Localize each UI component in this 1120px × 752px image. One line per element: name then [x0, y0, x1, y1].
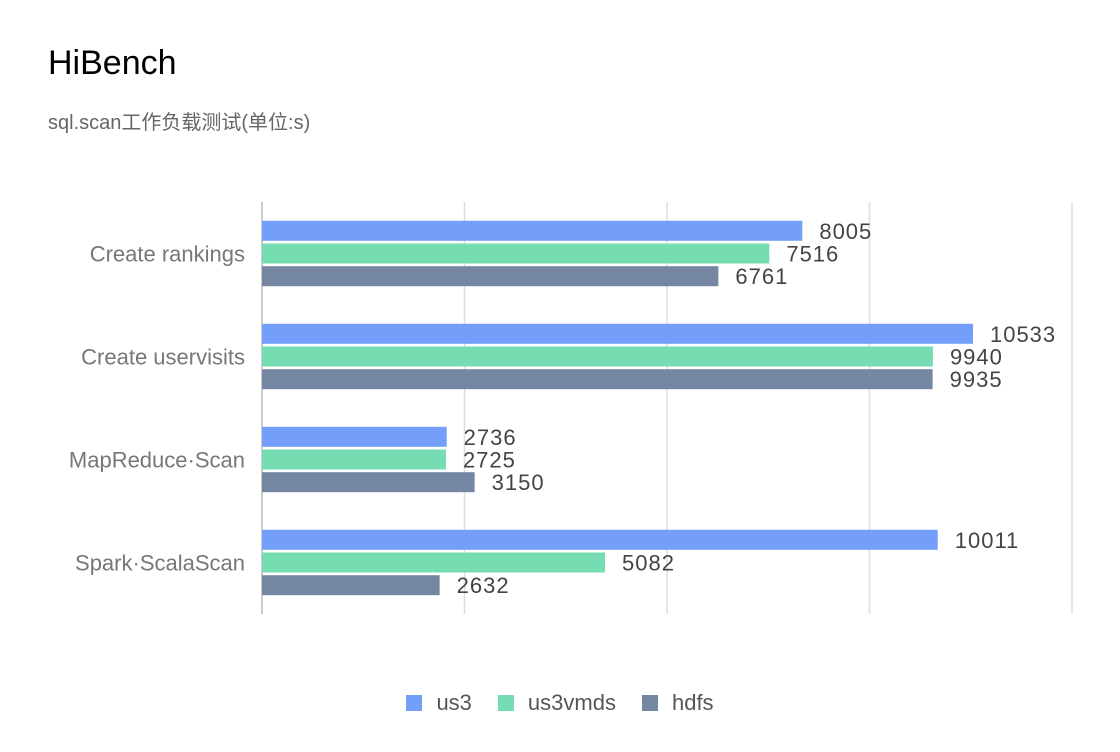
chart-legend: us3 us3vmds hdfs: [0, 690, 1120, 716]
data-label: 10011: [955, 528, 1020, 553]
bar-us3vmds[interactable]: [262, 243, 770, 264]
data-label: 2632: [457, 573, 510, 598]
bar-hdfs[interactable]: [262, 575, 440, 596]
bar-us3vmds[interactable]: [262, 552, 606, 573]
category-label: Create uservisits: [81, 345, 245, 370]
legend-label: hdfs: [671, 690, 714, 715]
chart-title: HiBench: [48, 44, 177, 82]
bar-us3vmds[interactable]: [262, 449, 446, 470]
data-label: 9935: [950, 367, 1003, 392]
bar-hdfs[interactable]: [262, 472, 475, 493]
bar-us3vmds[interactable]: [262, 346, 933, 367]
category-label: Create rankings: [90, 242, 245, 267]
category-label: Spark·ScalaScan: [75, 551, 245, 576]
category-label: MapReduce·Scan: [69, 448, 245, 473]
data-label: 2725: [463, 448, 516, 473]
data-label: 2736: [464, 425, 517, 450]
legend-swatch: [497, 695, 514, 711]
data-label: 6761: [735, 264, 788, 289]
legend-label: us3: [436, 690, 472, 715]
data-label: 8005: [819, 219, 872, 244]
data-label: 7516: [786, 242, 839, 267]
legend-item-us3[interactable]: us3: [406, 690, 472, 716]
data-label: 9940: [950, 345, 1003, 370]
legend-item-us3vmds[interactable]: us3vmds: [497, 690, 616, 716]
legend-swatch: [406, 695, 423, 711]
bar-us3[interactable]: [262, 220, 803, 241]
bar-hdfs[interactable]: [262, 266, 719, 287]
legend-item-hdfs[interactable]: hdfs: [641, 690, 714, 716]
chart-subtitle: sql.scan工作负载测试(单位:s): [48, 112, 311, 134]
bar-us3[interactable]: [262, 323, 973, 344]
bar-hdfs[interactable]: [262, 369, 933, 390]
bar-us3[interactable]: [262, 529, 938, 550]
data-label: 3150: [492, 470, 545, 495]
legend-swatch: [641, 695, 658, 711]
bar-us3[interactable]: [262, 426, 447, 447]
data-label: 5082: [622, 551, 675, 576]
data-label: 10533: [990, 322, 1056, 347]
legend-label: us3vmds: [527, 690, 616, 715]
